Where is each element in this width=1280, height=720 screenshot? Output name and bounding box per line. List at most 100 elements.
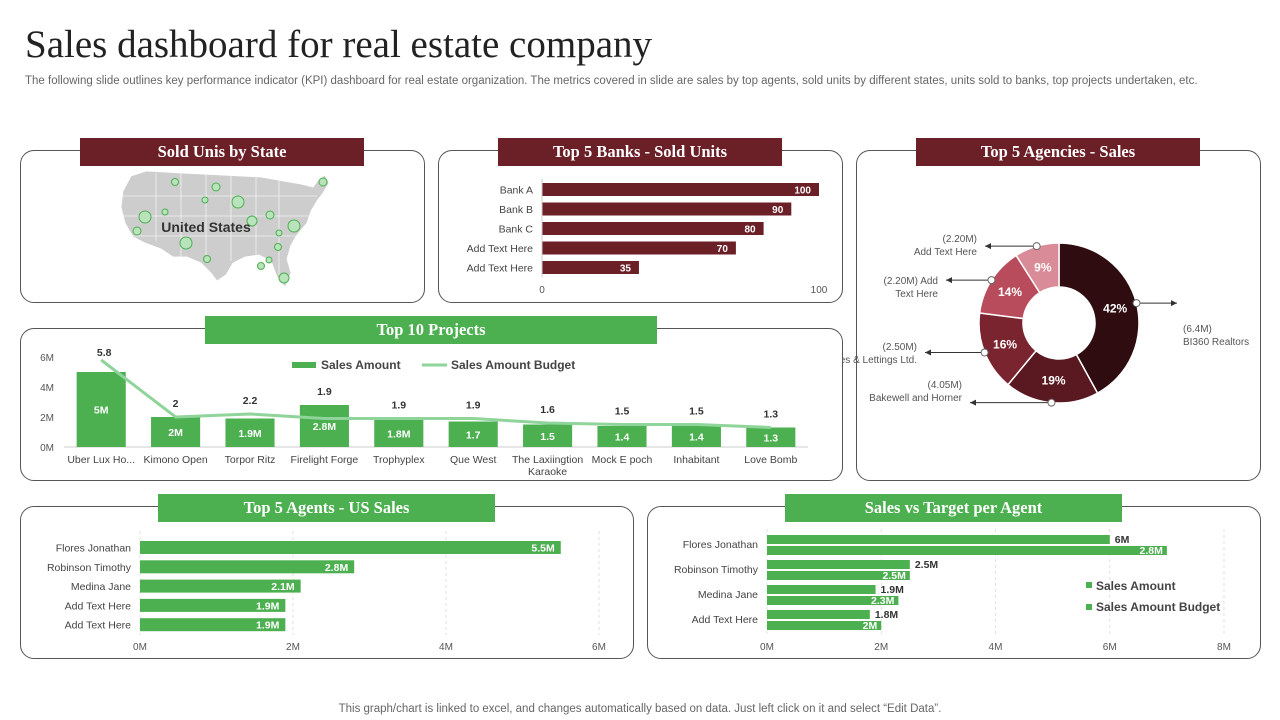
panel-sales-target: 0M 2M 4M 6M 8M Flores Jonathan 6M 2.8M Robinson … <box>647 506 1261 659</box>
panel-banks: Bank A 100 Bank B 90 Bank C 80 Add Text Here 70… <box>438 150 843 303</box>
project-category-label: Inhabitant <box>673 454 719 466</box>
agency-slice-label: 16% <box>993 337 1017 351</box>
panel-title-projects: Top 10 Projects <box>205 316 657 344</box>
us-map: United States <box>120 170 330 288</box>
agent-category-label: Add Text Here <box>65 620 132 632</box>
project-bar-label: 1.3 <box>763 432 778 444</box>
project-y-tick: 6M <box>40 353 54 364</box>
target-budget-bar <box>767 596 899 605</box>
legend-label-sales: Sales Amount <box>321 358 401 372</box>
agency-callout-value: (2.20M) <box>943 234 977 245</box>
agency-callout-value: (2.50M) <box>883 342 917 353</box>
state-marker <box>138 210 152 224</box>
agency-callout-arrow <box>985 243 991 250</box>
panel-title-banks: Top 5 Banks - Sold Units <box>498 138 782 166</box>
bank-category-label: Add Text Here <box>467 263 534 275</box>
project-budget-label: 1.9 <box>317 386 332 398</box>
agency-callout-name: Abbey Sales & Lettings Ltd. <box>794 355 917 366</box>
project-category-label: Firelight Forge <box>291 454 359 466</box>
agency-callout-arrow <box>946 277 952 284</box>
project-bar-label: 1.7 <box>466 429 481 441</box>
target-budget-bar <box>767 571 910 580</box>
state-marker <box>231 195 245 209</box>
agency-callout-name: BI360 Realtors <box>1183 337 1249 348</box>
bank-value-label: 80 <box>744 225 756 236</box>
bank-category-label: Add Text Here <box>467 243 534 255</box>
panel-agencies: 42% 19% 16% 14% 9% (6.4M) BI360 Realtors (4.05M… <box>794 150 1261 481</box>
agent-axis-tick: 4M <box>439 642 453 653</box>
project-bar <box>671 426 721 447</box>
target-budget-label: 2.8M <box>1140 545 1164 557</box>
agency-callout-name: Bakewell and Horner <box>869 393 962 404</box>
target-category-label: Flores Jonathan <box>683 539 758 551</box>
state-marker <box>265 256 273 264</box>
project-budget-label: 2.2 <box>243 395 258 407</box>
target-budget-label: 2M <box>863 620 878 632</box>
target-axis-tick: 4M <box>989 642 1003 653</box>
panel-agents: 0M 2M 4M 6M Flores Jonathan 5.5M Robinson Timo… <box>20 506 634 659</box>
project-category-label: Mock E poch <box>592 454 653 466</box>
bank-bar <box>542 222 764 235</box>
legend-label-sales: Sales Amount <box>1096 579 1176 593</box>
agency-slice <box>1058 242 1140 395</box>
target-sales-bar <box>767 535 1110 544</box>
legend-label-budget: Sales Amount Budget <box>1096 600 1220 614</box>
agent-bar <box>140 541 561 554</box>
agency-callout-dot <box>980 348 989 357</box>
agent-value-label: 5.5M <box>531 543 555 555</box>
project-budget-label: 2 <box>173 398 179 410</box>
panel-title-sales-target: Sales vs Target per Agent <box>785 494 1122 522</box>
state-marker <box>179 236 193 250</box>
project-budget-label: 1.6 <box>540 404 555 416</box>
bank-value-label: 90 <box>772 205 784 216</box>
project-budget-label: 1.5 <box>689 406 704 418</box>
agency-callout-value: (4.05M) <box>928 380 962 391</box>
target-category-label: Robinson Timothy <box>674 564 759 576</box>
target-sales-bar <box>767 560 910 569</box>
project-bar <box>597 426 647 447</box>
target-axis-tick: 6M <box>1103 642 1117 653</box>
sales-target-chart: 0M 2M 4M 6M 8M Flores Jonathan 6M 2.8M Robinson … <box>674 529 1231 653</box>
project-category-label: Love Bomb <box>744 454 797 466</box>
state-marker <box>318 177 328 187</box>
agent-axis-tick: 0M <box>133 642 147 653</box>
project-budget-label: 1.3 <box>763 409 778 421</box>
agency-slice <box>1015 242 1060 294</box>
agent-bar <box>140 560 355 574</box>
state-marker <box>171 178 179 186</box>
bank-bar <box>542 261 639 274</box>
bank-category-label: Bank C <box>499 224 534 236</box>
panel-sold-units: United States <box>20 150 425 303</box>
agency-slice-label: 9% <box>1034 260 1052 274</box>
bank-axis-tick: 100 <box>811 285 828 296</box>
agency-callout-name: Add Text Here <box>914 247 978 258</box>
panel-title-sold-units: Sold Unis by State <box>80 138 364 166</box>
agents-chart: 0M 2M 4M 6M Flores Jonathan 5.5M Robinson Timo… <box>47 531 606 653</box>
agent-axis-tick: 6M <box>592 642 606 653</box>
agent-value-label: 1.9M <box>256 600 280 612</box>
agency-callout-dot <box>987 276 996 285</box>
bank-value-label: 35 <box>620 264 632 275</box>
agency-slice-label: 19% <box>1042 374 1066 388</box>
state-marker <box>287 219 301 233</box>
project-y-tick: 2M <box>40 413 54 424</box>
state-markers <box>132 177 328 284</box>
target-budget-label: 2.3M <box>871 595 895 607</box>
project-category-label: Uber Lux Ho... <box>67 454 135 466</box>
agency-callout-value: (6.4M) <box>1183 324 1212 335</box>
state-marker <box>278 272 290 284</box>
project-bar-label: 5M <box>94 405 109 417</box>
project-category-label: Trophyplex <box>373 454 425 466</box>
legend-swatch-budget <box>1086 604 1092 610</box>
agency-slice-label: 14% <box>998 285 1022 299</box>
state-marker <box>201 196 209 204</box>
target-sales-bar <box>767 585 876 594</box>
bank-category-label: Bank A <box>500 185 533 197</box>
panel-projects: 6M 4M 2M 0M 5M Uber Lux Ho... 2M Kimono Open 1.9… <box>20 328 843 481</box>
agent-bar <box>140 579 301 593</box>
target-sales-label: 6M <box>1115 534 1130 546</box>
page-title: Sales dashboard for real estate company <box>25 23 653 66</box>
agent-category-label: Flores Jonathan <box>56 543 131 555</box>
agencies-chart: 42% 19% 16% 14% 9% (6.4M) BI360 Realtors (4.05M… <box>794 234 1249 407</box>
bank-value-label: 70 <box>717 244 729 255</box>
